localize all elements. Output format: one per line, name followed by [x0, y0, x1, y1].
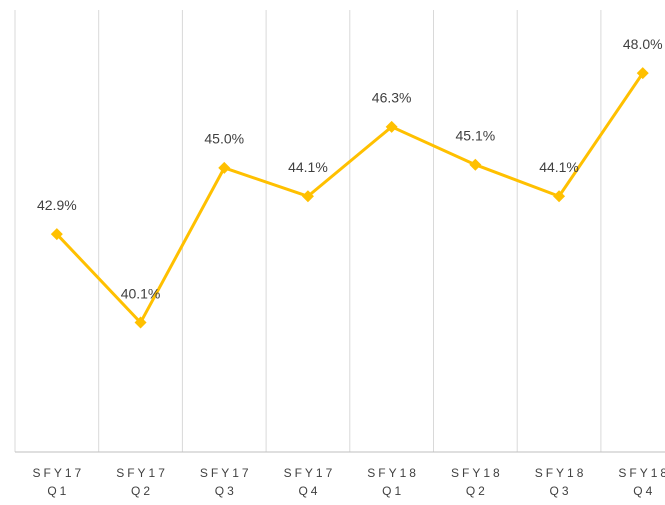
- x-tick-label: Q4: [633, 484, 655, 498]
- data-label: 40.1%: [121, 285, 161, 301]
- data-label: 45.0%: [204, 131, 244, 147]
- x-tick-label: Q2: [466, 484, 488, 498]
- marker: [301, 190, 314, 203]
- x-tick-label: SFY18: [367, 466, 419, 480]
- marker: [553, 190, 566, 203]
- data-label: 45.1%: [455, 127, 495, 143]
- x-tick-label: Q4: [298, 484, 320, 498]
- data-label: 42.9%: [37, 197, 77, 213]
- x-tick-label: Q1: [382, 484, 404, 498]
- data-label: 48.0%: [623, 36, 663, 52]
- x-tick-label: Q3: [215, 484, 237, 498]
- x-tick-label: SFY18: [535, 466, 587, 480]
- x-tick-label: SFY17: [33, 466, 85, 480]
- x-tick-label: SFY18: [451, 466, 503, 480]
- x-tick-label: Q3: [550, 484, 572, 498]
- marker: [385, 120, 398, 133]
- x-tick-label: SFY17: [200, 466, 252, 480]
- x-tick-label: Q1: [47, 484, 69, 498]
- marker: [469, 158, 482, 171]
- data-label: 44.1%: [288, 159, 328, 175]
- x-tick-label: SFY17: [284, 466, 336, 480]
- marker: [50, 228, 63, 241]
- x-tick-label: SFY17: [116, 466, 168, 480]
- marker: [636, 67, 649, 80]
- line: [55, 72, 644, 325]
- marker: [218, 161, 231, 174]
- data-label: 46.3%: [372, 90, 412, 106]
- x-tick-label: SFY18: [618, 466, 665, 480]
- data-label: 44.1%: [539, 159, 579, 175]
- x-tick-label: Q2: [131, 484, 153, 498]
- marker: [134, 316, 147, 329]
